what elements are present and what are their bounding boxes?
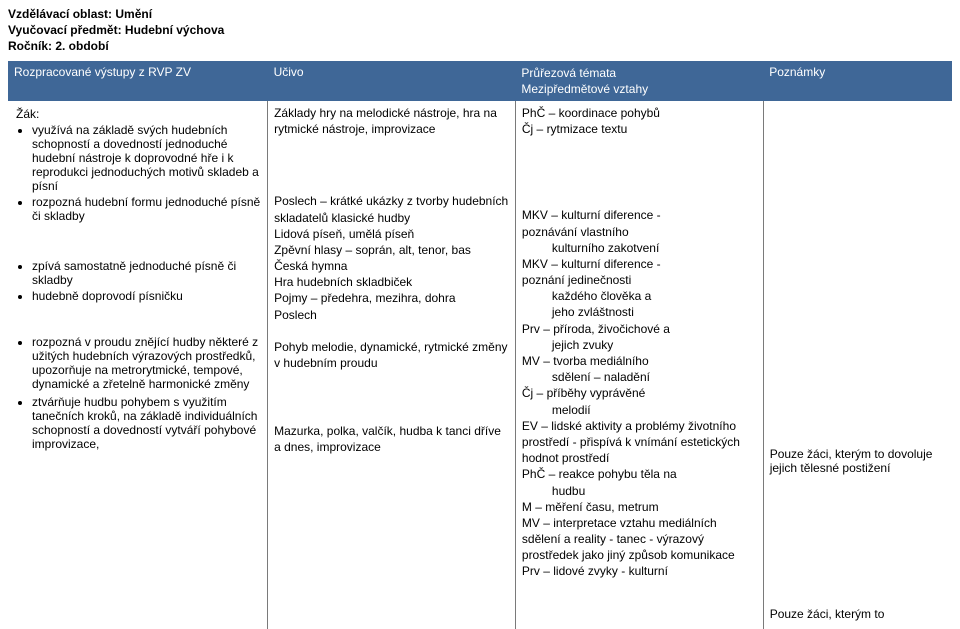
list-item: rozpozná hudební formu jednoduché písně … (32, 195, 261, 223)
theme-r5: Prv – příroda, živočichové a jejich zvuk… (522, 321, 757, 353)
outputs-list: využívá na základě svých hudebních schop… (14, 123, 261, 451)
theme-r5b: jejich zvuky (522, 337, 757, 353)
theme-r10: M – měření času, metrum (522, 499, 757, 515)
theme-r4: MKV – kulturní diference - poznání jedin… (522, 256, 757, 321)
col-header-themes-a: Průřezová témata (521, 66, 616, 80)
curriculum-page: Vzdělávací oblast: Umění Vyučovací předm… (0, 0, 960, 629)
theme-r6b: sdělení – naladění (522, 369, 757, 385)
header-line-3: Ročník: 2. období (8, 38, 952, 54)
col-header-themes: Průřezová témata Mezipředmětové vztahy (515, 61, 763, 101)
theme-r5a: Prv – příroda, živočichové a (522, 322, 670, 336)
theme-r4a: MKV – kulturní diference - (522, 257, 661, 271)
theme-r7b: melodií (522, 402, 757, 418)
theme-r3: MKV – kulturní diference - poznávání vla… (522, 207, 757, 256)
header-line-2: Vyučovací předmět: Hudební výchova (8, 22, 952, 38)
page-header: Vzdělávací oblast: Umění Vyučovací předm… (8, 6, 952, 55)
ucivo-p9: Pohyb melodie, dynamické, rytmické změny… (274, 339, 509, 371)
cell-themes: PhČ – koordinace pohybů Čj – rytmizace t… (515, 101, 763, 629)
ucivo-p2: Poslech – krátké ukázky z tvorby hudební… (274, 193, 509, 225)
theme-r9a: PhČ – reakce pohybu těla na (522, 467, 677, 481)
list-item: zpívá samostatně jednoduché písně či skl… (32, 259, 261, 287)
col-header-notes: Poznámky (763, 61, 952, 101)
cell-notes: Pouze žáci, kterým to dovoluje jejich tě… (763, 101, 952, 629)
theme-r3a: MKV – kulturní diference - (522, 208, 661, 222)
theme-r4d: jeho zvláštnosti (522, 304, 757, 320)
ucivo-p5: Česká hymna (274, 258, 509, 274)
ucivo-p4: Zpěvní hlasy – soprán, alt, tenor, bas (274, 242, 509, 258)
theme-r6: MV – tvorba mediálního sdělení – naladěn… (522, 353, 757, 385)
ucivo-p6: Hra hudebních skladbiček (274, 274, 509, 290)
table-row: Žák: využívá na základě svých hudebních … (8, 101, 952, 629)
theme-r9b: hudbu (522, 483, 757, 499)
list-item: využívá na základě svých hudebních schop… (32, 123, 261, 193)
theme-r6a: MV – tvorba mediálního (522, 354, 649, 368)
theme-r4b: poznání jedinečnosti (522, 273, 631, 287)
cell-outputs: Žák: využívá na základě svých hudebních … (8, 101, 268, 629)
note-2: Pouze žáci, kterým to (770, 607, 946, 621)
theme-r4c: každého člověka a (522, 288, 757, 304)
theme-r12: Prv – lidové zvyky - kulturní (522, 563, 757, 579)
ucivo-p8: Poslech (274, 307, 509, 323)
curriculum-table: Rozpracované výstupy z RVP ZV Učivo Průř… (8, 61, 952, 629)
theme-r9: PhČ – reakce pohybu těla na hudbu (522, 466, 757, 498)
theme-r1: PhČ – koordinace pohybů (522, 105, 757, 121)
zak-label: Žák: (16, 107, 261, 121)
ucivo-p1: Základy hry na melodické nástroje, hra n… (274, 105, 509, 137)
list-item: hudebně doprovodí písničku (32, 289, 261, 303)
note-1: Pouze žáci, kterým to dovoluje jejich tě… (770, 447, 946, 475)
cell-ucivo: Základy hry na melodické nástroje, hra n… (268, 101, 516, 629)
col-header-outputs: Rozpracované výstupy z RVP ZV (8, 61, 268, 101)
ucivo-p3: Lidová píseň, umělá píseň (274, 226, 509, 242)
ucivo-p7: Pojmy – předehra, mezihra, dohra (274, 290, 509, 306)
list-item: rozpozná v proudu znějící hudby některé … (32, 335, 261, 391)
theme-r2: Čj – rytmizace textu (522, 121, 757, 137)
theme-r8: EV – lidské aktivity a problémy životníh… (522, 418, 757, 467)
col-header-themes-b: Mezipředmětové vztahy (521, 82, 648, 96)
notes-spacer (770, 105, 946, 447)
col-header-ucivo: Učivo (268, 61, 516, 101)
list-item: ztvárňuje hudbu pohybem s využitím taneč… (32, 395, 261, 451)
table-header-row: Rozpracované výstupy z RVP ZV Učivo Průř… (8, 61, 952, 101)
header-line-1: Vzdělávací oblast: Umění (8, 6, 952, 22)
theme-r3b: poznávání vlastního (522, 225, 629, 239)
theme-r11: MV – interpretace vztahu mediálních sděl… (522, 515, 757, 564)
theme-r7a: Čj – příběhy vyprávěné (522, 386, 645, 400)
ucivo-p10: Mazurka, polka, valčík, hudba k tanci dř… (274, 423, 509, 455)
theme-r3c: kulturního zakotvení (522, 240, 757, 256)
theme-r7: Čj – příběhy vyprávěné melodií (522, 385, 757, 417)
